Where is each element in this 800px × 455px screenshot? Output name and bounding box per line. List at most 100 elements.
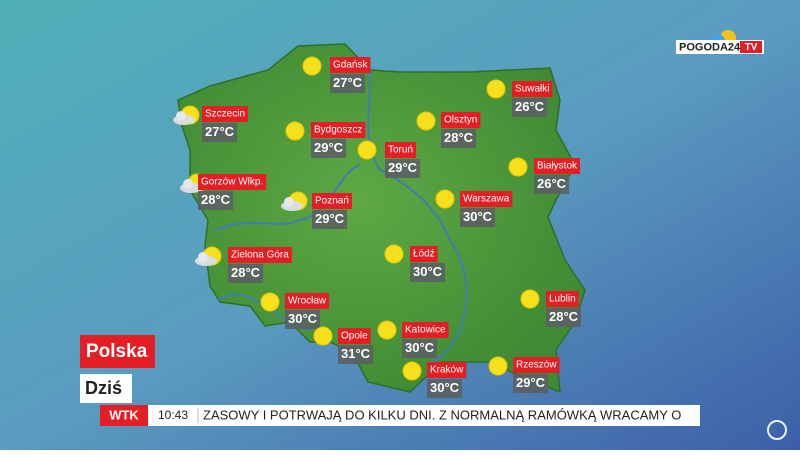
city-name-box [402,322,449,338]
city-name-box [285,293,330,309]
city-name-box [312,193,352,209]
sun-icon [377,320,397,340]
city-temp: 27°C [205,124,235,139]
city-temp: 29°C [315,211,345,226]
city-temp: 29°C [314,140,344,155]
city-name-box [385,142,417,158]
city-name-box [427,362,467,378]
city-temp-box [402,339,438,358]
cloud-icon [198,252,208,262]
sun-icon [357,140,377,160]
river [214,164,361,231]
region: Polska [86,341,148,362]
city-temp-box [330,74,366,93]
city-temp: 30°C [288,311,318,326]
ticker-time: 10:43 [158,408,188,422]
city-name-box [512,81,553,97]
city-temp-box [285,310,321,329]
city-name-box [513,357,560,373]
cloud-icon [176,111,186,121]
city-temp: 30°C [430,380,460,395]
city-temp-box [311,139,347,158]
city-temp: 29°C [388,160,418,175]
city-name: Toruń [388,145,413,156]
logo-tv-box [740,41,762,53]
city-temp-box [427,379,463,398]
sun-icon [285,121,305,141]
sun-icon [520,289,540,309]
city-temp: 27°C [333,75,363,90]
city-name: Zielona Góra [231,250,289,261]
sun-icon [486,79,506,99]
river [367,69,468,363]
loader [767,420,787,440]
city-temp-box [546,308,582,327]
city-temp-box [513,374,549,393]
city-temp: 26°C [537,176,567,191]
city-temp: 30°C [413,264,443,279]
city-temp-box [534,175,570,194]
city-name-box [228,247,292,263]
city-name-box [311,122,366,138]
sun-icon [435,189,455,209]
city-temp: 28°C [549,309,579,324]
sun-icon [402,361,422,381]
city-temp-box [460,208,496,227]
city-name-box [410,246,438,262]
city-name: Rzeszów [516,360,557,371]
city-temp-box [312,210,348,229]
city-temp-box [228,264,264,283]
city-name: Kraków [430,365,464,376]
city-temp: 30°C [463,209,493,224]
logo-brand: POGODA24 [679,41,741,53]
city-name-box [338,328,371,344]
region-box [80,335,155,368]
city-temp-box [441,129,477,148]
city-temp: 28°C [201,192,231,207]
city-name-box [202,106,249,122]
city-temp-box [512,98,548,117]
sun-icon [508,157,528,177]
city-name: Gdańsk [333,60,368,71]
cloud-icon [284,197,294,207]
city-name-box [441,112,481,128]
city-temp-box [202,123,238,142]
cloud-icon [183,179,193,189]
city-name-box [534,158,581,174]
city-temp-box [198,191,234,210]
city-name: Wrocław [288,296,327,307]
logo: POGODA24 TV [676,30,764,54]
city-name: Łódź [413,249,435,260]
city-temp-box [385,159,421,178]
city-temp-box [410,263,446,282]
sun-icon [384,244,404,264]
city-name: Olsztyn [444,115,477,126]
city-name-box [330,57,371,73]
ticker-text: ZASOWY I POTRWAJĄ DO KILKU DNI. Z NORMAL… [203,407,681,422]
period: Dziś [85,378,122,398]
city-name-box [546,291,579,307]
sun-icon [313,326,333,346]
sun-icon [416,111,436,131]
city-temp: 28°C [444,130,474,145]
sun-icon [302,56,322,76]
city-temp: 29°C [516,375,546,390]
ticker-bar [100,405,700,426]
city-name: Poznań [315,196,349,207]
city-name: Białystok [537,161,578,172]
city-temp: 31°C [341,346,371,361]
period-box [80,374,132,403]
city-name: Bydgoszcz [314,125,362,136]
city-name: Szczecin [205,109,245,120]
cities: Gdańsk 27°C Suwałki 26°C Szczecin 27°C Bydgosz… [173,56,582,398]
city-temp: 30°C [405,340,435,355]
city-name-box [460,191,513,207]
city-name-box [198,174,267,190]
logo-tv: TV [745,42,758,53]
city-temp-box [338,345,374,364]
sun-icon [488,356,508,376]
city-temp: 28°C [231,265,261,280]
city-name: Gorzów Wlkp. [201,177,263,188]
city-name: Opole [341,331,368,342]
